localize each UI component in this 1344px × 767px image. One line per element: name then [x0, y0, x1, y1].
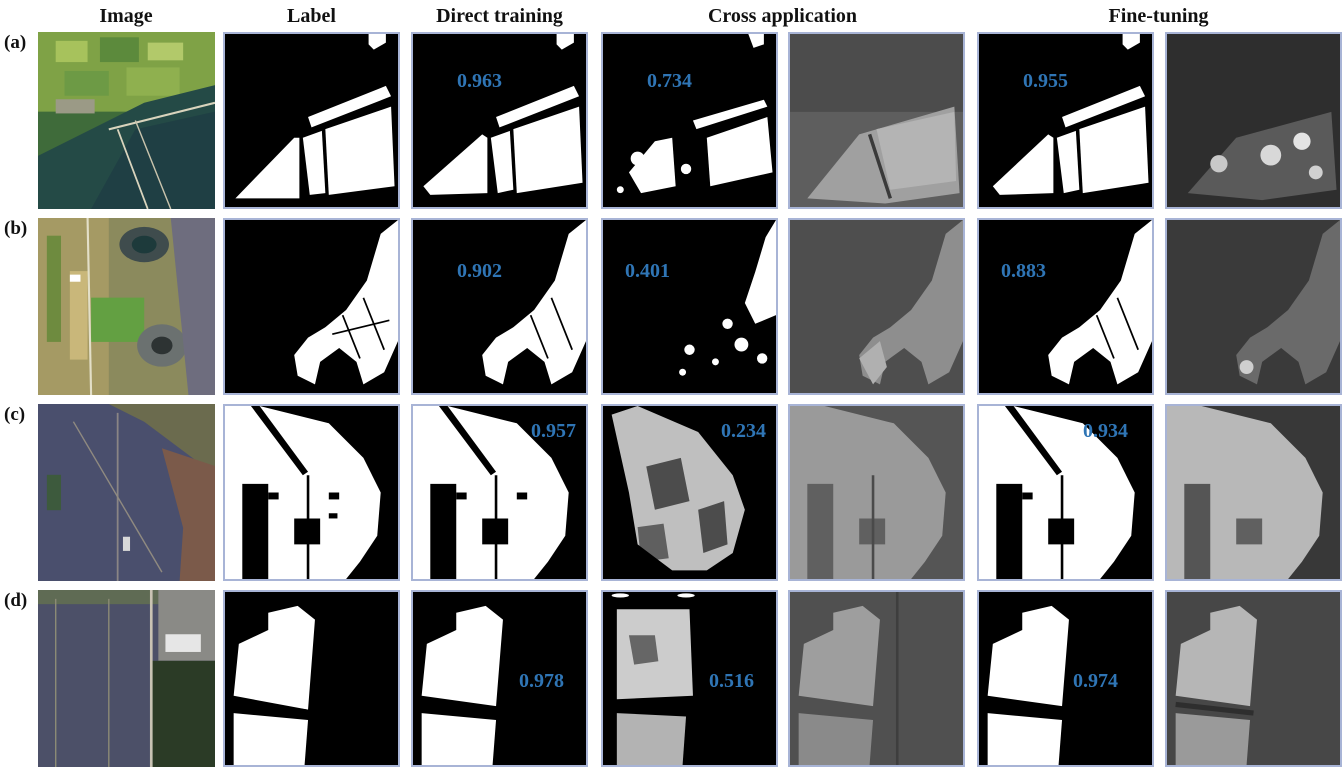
fine-tuning-heatmap-a [1165, 32, 1342, 209]
fine-tuning-mask-a: 0.955 [977, 32, 1154, 209]
fine-tuning-heatmap-c [1165, 404, 1342, 581]
cross-application-heatmap-c [788, 404, 965, 581]
cross-application-score-c: 0.234 [721, 420, 766, 442]
direct-training-score-b: 0.902 [457, 260, 502, 282]
cross-application-score-d: 0.516 [709, 670, 754, 692]
cross-application-score-a: 0.734 [647, 70, 692, 92]
label-mask-d [223, 590, 400, 767]
column-header-direct-training: Direct training [436, 5, 563, 27]
row-label-d: (d) [4, 590, 28, 611]
label-mask-b [223, 218, 400, 395]
row-label-c: (c) [4, 404, 26, 425]
direct-training-mask-d: 0.978 [411, 590, 588, 767]
label-mask-a [223, 32, 400, 209]
label-mask-c [223, 404, 400, 581]
direct-training-mask-b: 0.902 [411, 218, 588, 395]
satellite-image-a [38, 32, 215, 209]
fine-tuning-mask-d: 0.974 [977, 590, 1154, 767]
fine-tuning-score-a: 0.955 [1023, 70, 1068, 92]
row-label-a: (a) [4, 32, 27, 53]
direct-training-mask-c: 0.957 [411, 404, 588, 581]
direct-training-score-c: 0.957 [531, 420, 576, 442]
satellite-image-b [38, 218, 215, 395]
fine-tuning-heatmap-b [1165, 218, 1342, 395]
direct-training-mask-a: 0.963 [411, 32, 588, 209]
cross-application-heatmap-a [788, 32, 965, 209]
cross-application-heatmap-d [788, 590, 965, 767]
column-header-fine-tuning: Fine-tuning [1108, 5, 1209, 27]
cross-application-heatmap-b [788, 218, 965, 395]
column-header-cross-application: Cross application [707, 5, 858, 27]
direct-training-score-a: 0.963 [457, 70, 502, 92]
satellite-image-d [38, 590, 215, 767]
fine-tuning-heatmap-d [1165, 590, 1342, 767]
cross-application-mask-a: 0.734 [601, 32, 778, 209]
fine-tuning-mask-b: 0.883 [977, 218, 1154, 395]
fine-tuning-score-b: 0.883 [1001, 260, 1046, 282]
row-label-b: (b) [4, 218, 28, 239]
fine-tuning-score-c: 0.934 [1083, 420, 1128, 442]
column-header-image: Image [99, 5, 153, 27]
column-header-label: Label [287, 5, 336, 27]
fine-tuning-mask-c: 0.934 [977, 404, 1154, 581]
direct-training-score-d: 0.978 [519, 670, 564, 692]
cross-application-mask-d: 0.516 [601, 590, 778, 767]
cross-application-mask-b: 0.401 [601, 218, 778, 395]
cross-application-score-b: 0.401 [625, 260, 670, 282]
cross-application-mask-c: 0.234 [601, 404, 778, 581]
satellite-image-c [38, 404, 215, 581]
fine-tuning-score-d: 0.974 [1073, 670, 1118, 692]
